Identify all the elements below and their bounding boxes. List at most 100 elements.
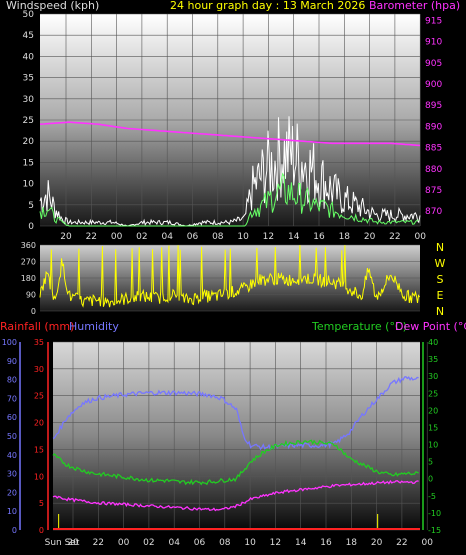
humidity-tick-label: 0 [12,526,17,535]
temp-tick-label: 10 [428,441,438,450]
temp-x-tick-label: 22 [93,538,104,548]
rain-tick-label: 10 [34,472,44,481]
temp-x-tick-label: 02 [143,538,154,548]
wind-average-line [39,172,419,227]
temp-x-tick-label: 14 [295,538,307,548]
barometer-tick-label: 870 [425,207,442,217]
humidity-tick-label: 60 [7,413,17,422]
wind-x-tick-label: 14 [288,232,300,242]
temp-tick-label: 25 [428,389,438,398]
humidity-tick-label: 30 [7,470,17,479]
humidity-tick-label: 10 [7,507,17,516]
temp-x-tick-label: 00 [421,538,433,548]
wind-x-tick-label: 16 [313,232,325,242]
temp-x-tick-label: 12 [270,538,281,548]
temp-x-tick-label: 00 [118,538,130,548]
wind-x-tick-label: 18 [339,232,351,242]
temp-x-tick-label: 18 [346,538,358,548]
wind-tick-label: 40 [23,52,35,62]
wind-axis-title: Windspeed (kph) [6,0,99,12]
temp-x-tick-label: 16 [320,538,332,548]
barometer-tick-label: 895 [425,101,442,111]
compass-label: W [435,257,446,270]
direction-tick-label: 0 [31,307,36,316]
humidity-tick-label: 50 [7,432,17,441]
temp-tick-label: 40 [428,338,438,347]
wind-direction-line [39,245,420,308]
wind-tick-label: 5 [28,201,34,211]
humidity-axis-title: Humidity [69,320,119,333]
wind-tick-label: 30 [23,95,35,105]
barometer-tick-label: 875 [425,186,442,196]
wind-x-tick-label: 10 [237,232,249,242]
temp-tick-label: 5 [428,458,433,467]
wind-tick-label: 0 [28,222,34,232]
wind-x-tick-label: 00 [414,232,426,242]
barometer-tick-label: 910 [425,38,442,48]
rain-tick-label: 30 [34,365,44,374]
wind-gust-line [39,116,421,227]
wind-x-tick-label: 06 [187,232,199,242]
temp-x-tick-label: 06 [194,538,206,548]
humidity-line [52,375,419,451]
barometer-tick-label: 915 [425,16,442,26]
temp-tick-label: 0 [428,475,433,484]
temp-x-tick-label: 10 [244,538,256,548]
temp-tick-label: 35 [428,355,438,364]
wind-x-tick-label: 08 [212,232,224,242]
temp-x-tick-label: 20 [371,538,383,548]
temp-tick-label: -15 [428,526,441,535]
wind-x-tick-label: 02 [136,232,147,242]
temp-tick-label: -10 [428,509,441,518]
wind-tick-label: 15 [23,158,34,168]
wind-tick-label: 25 [23,116,34,126]
barometer-tick-label: 885 [425,144,442,154]
rain-tick-label: 25 [34,392,44,401]
humidity-tick-label: 80 [7,376,17,385]
rain-tick-label: 0 [39,526,44,535]
chart-title: 24 hour graph day : 13 March 2026 [170,0,365,12]
humidity-tick-label: 70 [7,394,17,403]
compass-label: E [437,289,444,302]
wind-tick-label: 20 [23,137,35,147]
compass-label: N [436,241,444,254]
dewpoint-axis-title: Dew Point (°C) [395,320,466,333]
wind-x-tick-label: 20 [60,232,72,242]
temp-tick-label: 15 [428,423,438,432]
wind-x-tick-label: 12 [263,232,274,242]
temp-x-tick-label: 04 [168,538,180,548]
wind-tick-label: 50 [23,10,35,20]
wind-x-tick-label: 22 [389,232,400,242]
temp-tick-label: 30 [428,372,438,381]
wind-tick-label: 45 [23,31,34,41]
direction-tick-label: 90 [26,291,36,300]
temp-tick-label: 20 [428,406,438,415]
compass-label: S [437,273,444,286]
rain-tick-label: 5 [39,499,44,508]
barometer-tick-label: 905 [425,59,442,69]
temperature-axis-title: Temperature (°C) [311,320,407,333]
wind-x-tick-label: 20 [364,232,376,242]
temperature-line [52,439,419,486]
temp-panel [53,342,420,530]
barometer-tick-label: 890 [425,122,442,132]
barometer-line [39,121,421,147]
temp-x-tick-label: Sun Set [45,538,80,548]
temp-tick-label: -5 [428,492,436,501]
temp-x-tick-label: 22 [396,538,407,548]
direction-tick-label: 180 [21,274,36,283]
temp-x-tick-label: 08 [219,538,231,548]
wind-tick-label: 10 [23,180,35,190]
barometer-tick-label: 900 [425,80,442,90]
wind-x-tick-label: 04 [161,232,173,242]
rain-tick-label: 35 [34,338,44,347]
rain-axis-title: Rainfall (mm) [0,320,74,333]
rain-tick-label: 15 [34,445,44,454]
barometer-tick-label: 880 [425,165,442,175]
humidity-tick-label: 90 [7,357,17,366]
wind-tick-label: 35 [23,74,34,84]
wind-x-tick-label: 22 [86,232,97,242]
direction-tick-label: 360 [21,241,36,250]
humidity-tick-label: 40 [7,451,17,460]
